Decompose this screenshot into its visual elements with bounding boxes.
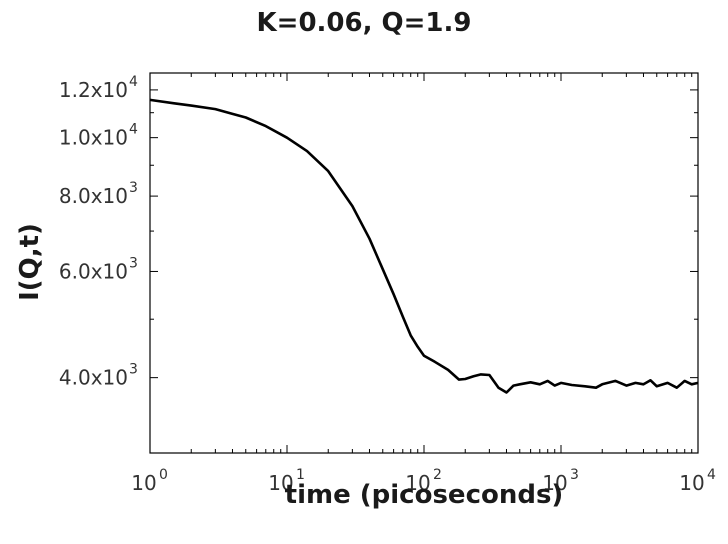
y-tick-exponent: 3	[129, 255, 138, 271]
y-tick-exponent: 4	[129, 74, 138, 90]
x-tick-label: 10 2	[405, 467, 442, 495]
y-tick-label: 1.0x10 4	[59, 122, 138, 150]
y-tick-mantissa: 6.0x10	[59, 259, 128, 283]
y-tick-label: 4.0x10 3	[59, 362, 138, 390]
y-tick-label: 1.2x10 4	[59, 74, 138, 102]
x-tick-base: 10	[405, 471, 430, 495]
x-tick-exponent: 1	[296, 467, 305, 483]
y-tick-mantissa: 1.2x10	[59, 78, 128, 102]
tick-marks	[149, 73, 698, 454]
x-tick-base: 10	[268, 471, 293, 495]
y-tick-mantissa: 4.0x10	[59, 366, 128, 390]
x-tick-exponent: 2	[433, 467, 442, 483]
y-axis-label: I(Q,t)	[15, 223, 45, 301]
x-tick-base: 10	[542, 471, 567, 495]
plot-frame	[149, 72, 699, 454]
y-tick-label: 8.0x10 3	[59, 180, 138, 208]
series-line	[149, 98, 699, 394]
x-tick-base: 10	[131, 471, 156, 495]
chart-title: K=0.06, Q=1.9	[257, 8, 472, 38]
x-tick-labels: 10 0 10 1 10 2 10 3 10 4	[131, 467, 716, 495]
x-tick-label: 10 3	[542, 467, 579, 495]
y-tick-exponent: 3	[129, 180, 138, 196]
x-tick-label: 10 0	[131, 467, 168, 495]
y-tick-label: 6.0x10 3	[59, 255, 138, 283]
y-tick-mantissa: 8.0x10	[59, 184, 128, 208]
x-axis-label: time (picoseconds)	[285, 480, 564, 510]
x-tick-exponent: 3	[570, 467, 579, 483]
y-tick-exponent: 3	[129, 362, 138, 378]
x-tick-exponent: 4	[707, 467, 716, 483]
x-tick-label: 10 4	[679, 467, 716, 495]
x-tick-base: 10	[679, 471, 704, 495]
y-tick-labels: 4.0x10 36.0x10 38.0x10 31.0x10 41.2x10 4	[59, 74, 138, 390]
y-tick-exponent: 4	[129, 122, 138, 138]
x-tick-exponent: 0	[159, 467, 168, 483]
y-tick-mantissa: 1.0x10	[59, 126, 128, 150]
x-tick-label: 10 1	[268, 467, 305, 495]
